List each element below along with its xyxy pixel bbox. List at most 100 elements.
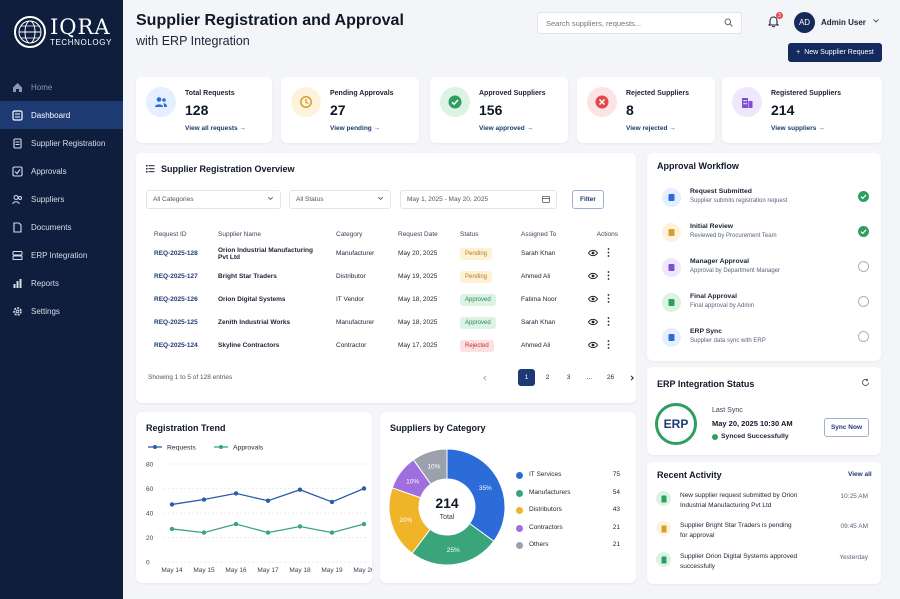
- dashboard-icon: [12, 109, 23, 121]
- stat-link[interactable]: View all requests →: [185, 125, 246, 132]
- search-box[interactable]: [537, 12, 742, 34]
- sync-now-button[interactable]: Sync Now: [824, 418, 869, 437]
- gear-icon: [12, 306, 23, 317]
- legend-label: Contractors: [529, 524, 563, 531]
- column-header[interactable]: Supplier Name: [218, 230, 261, 238]
- eye-icon[interactable]: [587, 249, 599, 259]
- more-vertical-icon[interactable]: [607, 317, 610, 328]
- check-icon: [858, 226, 869, 237]
- prev-page-button[interactable]: [476, 369, 493, 386]
- legend-value: 75: [612, 471, 620, 478]
- data-point-approvals: [297, 524, 303, 529]
- column-header[interactable]: Request Date: [398, 230, 438, 238]
- assigned-to: Sarah Khan: [521, 250, 556, 257]
- brand-logo[interactable]: IQRA TECHNOLOGY: [14, 16, 112, 48]
- refresh-icon[interactable]: [861, 378, 870, 389]
- sidebar-item-dashboard[interactable]: Dashboard: [0, 101, 123, 129]
- sidebar-item-documents[interactable]: Documents: [0, 213, 123, 241]
- table-row[interactable]: REQ-2025-128 Orion Industrial Manufactur…: [146, 242, 626, 265]
- stat-value: 214: [771, 102, 795, 118]
- pending-circle-icon: [858, 296, 869, 307]
- view-all-link[interactable]: View all: [848, 471, 872, 478]
- last-sync-time: May 20, 2025 10:30 AM: [712, 419, 793, 428]
- notification-button[interactable]: 3: [767, 12, 783, 29]
- data-point-approvals: [233, 521, 239, 527]
- request-id[interactable]: REQ-2025-124: [154, 342, 198, 349]
- column-header[interactable]: Category: [336, 230, 363, 238]
- stat-link[interactable]: View pending →: [330, 125, 381, 132]
- column-header[interactable]: Status: [460, 230, 479, 238]
- actions-cell: [580, 265, 626, 288]
- eye-icon[interactable]: [587, 318, 599, 328]
- donut-hole: [420, 480, 474, 534]
- sidebar-item-approvals[interactable]: Approvals: [0, 157, 123, 185]
- document-icon: [662, 188, 681, 207]
- category-select-value: All Categories: [153, 196, 194, 203]
- data-point-requests: [297, 487, 303, 492]
- sidebar-item-erp-integration[interactable]: ERP Integration: [0, 241, 123, 269]
- stat-card-rejected-suppliers: Rejected Suppliers 8 View rejected →: [577, 77, 715, 143]
- stat-link[interactable]: View approved →: [479, 125, 534, 132]
- date-range-picker[interactable]: May 1, 2025 - May 20, 2025: [400, 190, 557, 209]
- search-icon[interactable]: [724, 18, 733, 29]
- column-header[interactable]: Assigned To: [521, 230, 557, 238]
- status-select[interactable]: All Status: [289, 190, 391, 209]
- request-id[interactable]: REQ-2025-125: [154, 319, 198, 326]
- table-row[interactable]: REQ-2025-125 Zenith Industrial Works Man…: [146, 311, 626, 334]
- table-row[interactable]: REQ-2025-127 Bright Star Traders Distrib…: [146, 265, 626, 288]
- eye-icon[interactable]: [587, 341, 599, 351]
- sidebar-item-reports[interactable]: Reports: [0, 269, 123, 297]
- page-button[interactable]: 26: [606, 374, 615, 381]
- page-button[interactable]: 1: [518, 369, 535, 386]
- more-vertical-icon[interactable]: [607, 271, 610, 282]
- chevron-down-icon[interactable]: [872, 17, 880, 27]
- stat-label: Pending Approvals: [330, 90, 394, 97]
- filter-button[interactable]: Filter: [572, 190, 604, 209]
- request-id[interactable]: REQ-2025-127: [154, 273, 198, 280]
- stat-link[interactable]: View rejected →: [626, 125, 676, 132]
- sidebar-item-suppliers[interactable]: Suppliers: [0, 185, 123, 213]
- check-icon: [858, 191, 869, 202]
- avatar[interactable]: AD: [794, 12, 815, 33]
- recent-activity-panel: [647, 462, 881, 584]
- more-vertical-icon[interactable]: [607, 248, 610, 259]
- page-header: Supplier Registration and Approval with …: [136, 11, 404, 48]
- x-tick-label: May 15: [193, 567, 215, 574]
- status-badge: Approved: [460, 316, 496, 329]
- sidebar-item-supplier-registration[interactable]: Supplier Registration: [0, 129, 123, 157]
- eye-icon[interactable]: [587, 295, 599, 305]
- column-header[interactable]: Request ID: [154, 230, 187, 238]
- legend-item: IT Services 75: [516, 470, 624, 482]
- category-select[interactable]: All Categories: [146, 190, 281, 209]
- donut-center-label: Total: [440, 514, 455, 521]
- page-button[interactable]: 3: [566, 374, 571, 381]
- search-input[interactable]: [546, 18, 716, 28]
- request-id[interactable]: REQ-2025-126: [154, 296, 198, 303]
- eye-icon[interactable]: [587, 272, 599, 282]
- request-id[interactable]: REQ-2025-128: [154, 250, 198, 257]
- supplier-name: Orion Digital Systems: [218, 296, 286, 303]
- workflow-step-title: Manager Approval: [690, 258, 750, 265]
- check-square-icon: [12, 165, 23, 177]
- legend-swatch: [516, 472, 523, 479]
- new-supplier-request-button[interactable]: + New Supplier Request: [788, 43, 882, 62]
- stat-link[interactable]: View suppliers →: [771, 125, 825, 132]
- more-vertical-icon[interactable]: [607, 294, 610, 305]
- workflow-step: ERP Sync Supplier data sync with ERP: [662, 324, 872, 354]
- sidebar-item-label: Suppliers: [31, 194, 65, 204]
- page-spacer: [497, 369, 514, 386]
- sync-status-dot: [712, 434, 718, 440]
- sidebar-item-label: Home: [31, 82, 53, 92]
- table-row[interactable]: REQ-2025-124 Skyline Contractors Contrac…: [146, 334, 626, 357]
- more-vertical-icon[interactable]: [607, 340, 610, 351]
- sidebar-item-settings[interactable]: Settings: [0, 297, 123, 325]
- slice-percent-label: 25%: [447, 547, 460, 554]
- page-button[interactable]: 2: [545, 374, 550, 381]
- user-name[interactable]: Admin User: [821, 18, 866, 27]
- slice-percent-label: 20%: [399, 517, 412, 524]
- table-row[interactable]: REQ-2025-126 Orion Digital Systems IT Ve…: [146, 288, 626, 311]
- next-page-button[interactable]: [623, 369, 640, 386]
- building-icon: [732, 87, 762, 117]
- brand-name: IQRA: [50, 15, 111, 39]
- sidebar-item-home[interactable]: Home: [0, 73, 123, 101]
